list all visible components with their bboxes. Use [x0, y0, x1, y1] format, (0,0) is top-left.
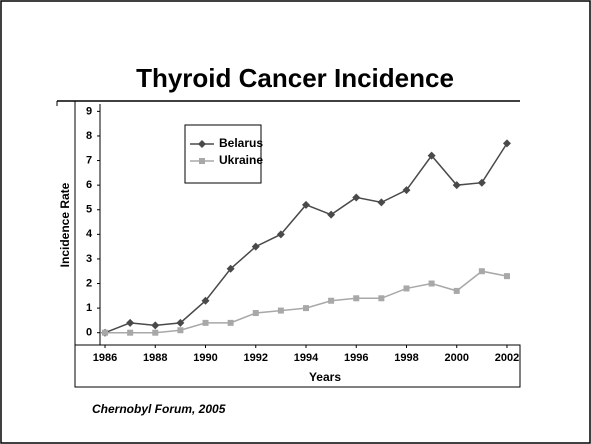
point — [453, 287, 460, 294]
y-tick-label: 6 — [86, 179, 92, 191]
point — [177, 327, 184, 334]
point — [403, 285, 410, 292]
point — [227, 319, 234, 326]
y-tick-label: 8 — [86, 130, 92, 142]
point — [327, 210, 336, 219]
point — [302, 200, 310, 209]
x-tick-label: 1986 — [93, 352, 117, 364]
point — [428, 280, 435, 287]
x-tick-label: 1998 — [394, 352, 418, 364]
point — [151, 321, 160, 330]
point — [251, 242, 260, 251]
point — [152, 329, 159, 336]
legend-label: Belarus — [219, 136, 263, 150]
source-note: Chernobyl Forum, 2005 — [92, 402, 226, 416]
point — [328, 297, 335, 304]
point — [503, 273, 510, 280]
y-tick-label: 2 — [86, 277, 92, 289]
point — [353, 295, 360, 302]
x-tick-label: 2002 — [495, 352, 519, 364]
point — [201, 296, 210, 305]
point — [352, 193, 361, 202]
y-tick-label: 5 — [86, 204, 92, 216]
point — [502, 139, 511, 148]
point — [202, 319, 209, 326]
y-axis-label: Incidence Rate — [58, 182, 72, 267]
chart-title: Thyroid Cancer Incidence — [136, 63, 454, 93]
y-tick-label: 3 — [86, 253, 92, 265]
legend-marker — [199, 158, 205, 164]
x-tick-label: 1996 — [344, 352, 368, 364]
x-tick-label: 1990 — [193, 352, 217, 364]
point — [126, 318, 135, 327]
point — [478, 268, 485, 275]
legend-marker — [198, 140, 206, 148]
y-tick-label: 0 — [86, 327, 92, 339]
point — [276, 230, 285, 239]
point — [102, 329, 109, 336]
point — [402, 186, 411, 195]
point — [452, 181, 461, 190]
y-tick-label: 9 — [86, 105, 92, 117]
point — [277, 307, 284, 314]
point — [127, 329, 134, 336]
point — [252, 310, 259, 317]
point — [378, 295, 385, 302]
legend-label: Ukraine — [219, 153, 263, 167]
y-tick-label: 1 — [86, 302, 92, 314]
y-tick-label: 4 — [86, 228, 93, 240]
point — [477, 178, 486, 187]
x-tick-label: 1992 — [244, 352, 268, 364]
x-tick-label: 1994 — [294, 352, 319, 364]
x-tick-label: 2000 — [444, 352, 468, 364]
point — [303, 305, 309, 312]
y-tick-label: 7 — [86, 154, 92, 166]
point — [176, 318, 185, 327]
x-tick-label: 1988 — [143, 352, 167, 364]
x-axis-label: Years — [309, 370, 341, 384]
legend-box — [184, 124, 262, 184]
point — [377, 198, 386, 207]
point — [226, 264, 235, 273]
point — [427, 151, 436, 160]
